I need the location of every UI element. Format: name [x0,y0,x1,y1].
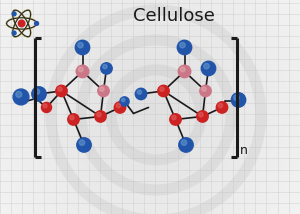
Circle shape [201,61,216,76]
Circle shape [199,113,203,117]
Circle shape [78,67,83,72]
Circle shape [13,89,29,105]
Circle shape [16,91,22,97]
Circle shape [137,90,142,94]
Circle shape [34,89,40,94]
Circle shape [32,87,46,101]
Circle shape [231,93,246,107]
Circle shape [160,87,164,91]
Circle shape [216,102,228,113]
Circle shape [68,114,79,125]
Circle shape [197,111,208,122]
Circle shape [75,40,90,55]
Circle shape [98,85,109,97]
Circle shape [43,104,47,108]
Circle shape [114,102,126,113]
Circle shape [95,111,106,122]
Circle shape [120,97,129,106]
Circle shape [103,64,107,69]
Circle shape [178,65,191,78]
Circle shape [56,85,67,97]
Circle shape [177,40,192,55]
Circle shape [70,116,74,120]
Text: Cellulose: Cellulose [133,7,215,25]
Circle shape [234,95,239,100]
Circle shape [181,140,187,145]
Circle shape [77,138,91,152]
Circle shape [41,103,52,113]
Circle shape [204,63,209,69]
Circle shape [170,114,181,125]
Circle shape [58,87,62,91]
Circle shape [135,88,147,100]
Circle shape [158,85,169,97]
Circle shape [122,98,125,102]
Circle shape [116,103,121,108]
Circle shape [12,12,16,16]
Circle shape [35,21,39,25]
Circle shape [180,67,185,72]
Circle shape [76,65,89,78]
Circle shape [97,113,101,117]
Circle shape [79,140,85,145]
Circle shape [100,87,104,91]
Text: n: n [239,144,247,157]
Circle shape [180,42,185,48]
Circle shape [218,103,223,108]
Circle shape [78,42,83,48]
Circle shape [172,116,176,120]
Circle shape [101,63,112,74]
Circle shape [202,87,206,91]
Circle shape [200,85,211,97]
Circle shape [18,20,25,27]
Circle shape [12,31,16,35]
Circle shape [179,138,193,152]
